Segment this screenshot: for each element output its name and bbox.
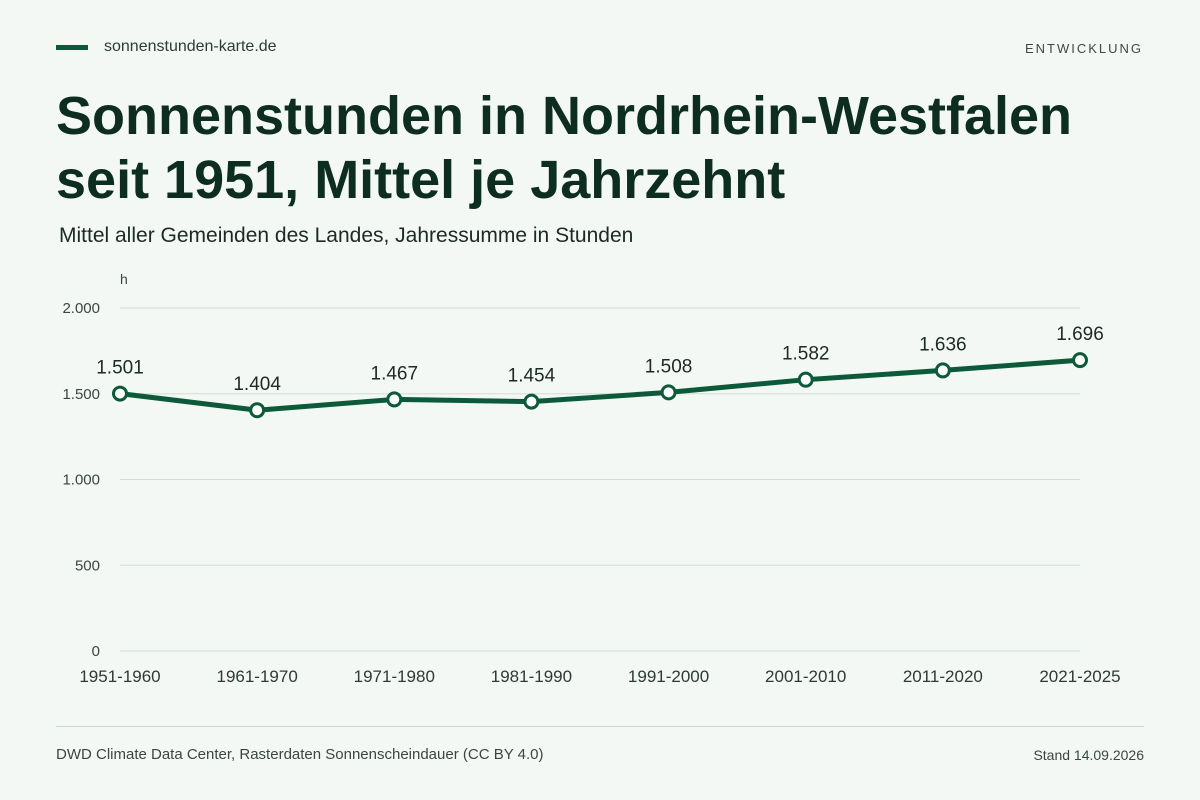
x-tick-label: 1961-1970 bbox=[216, 667, 297, 686]
chart-subtitle: Mittel aller Gemeinden des Landes, Jahre… bbox=[59, 224, 634, 247]
x-tick-label: 1971-1980 bbox=[354, 667, 435, 686]
data-label: 1.454 bbox=[508, 366, 556, 387]
x-tick-label: 2011-2020 bbox=[903, 667, 983, 686]
y-tick-label: 500 bbox=[75, 557, 100, 574]
source-note: DWD Climate Data Center, Rasterdaten Son… bbox=[56, 746, 544, 763]
series-line bbox=[117, 357, 1083, 413]
data-point bbox=[249, 402, 266, 419]
data-point bbox=[660, 384, 677, 401]
data-label: 1.404 bbox=[233, 374, 281, 395]
data-label: 1.501 bbox=[96, 358, 144, 379]
x-tick-label: 1991-2000 bbox=[628, 667, 709, 686]
y-tick-label: 1.500 bbox=[62, 386, 100, 403]
y-axis-unit: h bbox=[120, 271, 128, 287]
y-tick-label: 2.000 bbox=[62, 300, 100, 317]
data-label: 1.696 bbox=[1056, 324, 1104, 345]
x-tick-label: 2021-2025 bbox=[1039, 667, 1120, 686]
y-tick-label: 0 bbox=[92, 643, 100, 660]
x-tick-label: 1951-1960 bbox=[79, 667, 160, 686]
x-tick-label: 1981-1990 bbox=[491, 667, 572, 686]
data-label: 1.582 bbox=[782, 344, 830, 365]
section-tag: ENTWICKLUNG bbox=[1024, 41, 1143, 56]
data-point bbox=[1072, 352, 1088, 369]
data-point bbox=[112, 385, 128, 402]
brand-accent-bar bbox=[56, 45, 88, 50]
brand-link[interactable]: sonnenstunden-karte.de bbox=[104, 38, 277, 55]
data-point bbox=[934, 362, 951, 379]
data-point bbox=[386, 391, 403, 408]
y-tick-label: 1.000 bbox=[62, 472, 100, 489]
data-label: 1.467 bbox=[371, 363, 419, 384]
data-date: Stand 14.09.2026 bbox=[1033, 747, 1144, 763]
footer-divider bbox=[56, 726, 1144, 727]
x-tick-label: 2001-2010 bbox=[765, 667, 846, 686]
data-label: 1.636 bbox=[919, 334, 967, 355]
data-point bbox=[523, 393, 540, 410]
data-point bbox=[797, 371, 814, 388]
line-chart: 0 500 1.000 1.500 2.000 h 1951-1960 1961-1970 1… bbox=[62, 271, 1120, 686]
data-label: 1.508 bbox=[645, 356, 693, 377]
chart-title: Sonnenstunden in Nordrhein-Westfalen sei… bbox=[56, 86, 1073, 210]
